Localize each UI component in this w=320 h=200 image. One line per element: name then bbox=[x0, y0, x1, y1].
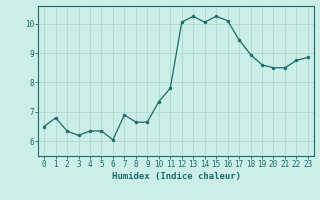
X-axis label: Humidex (Indice chaleur): Humidex (Indice chaleur) bbox=[111, 172, 241, 181]
